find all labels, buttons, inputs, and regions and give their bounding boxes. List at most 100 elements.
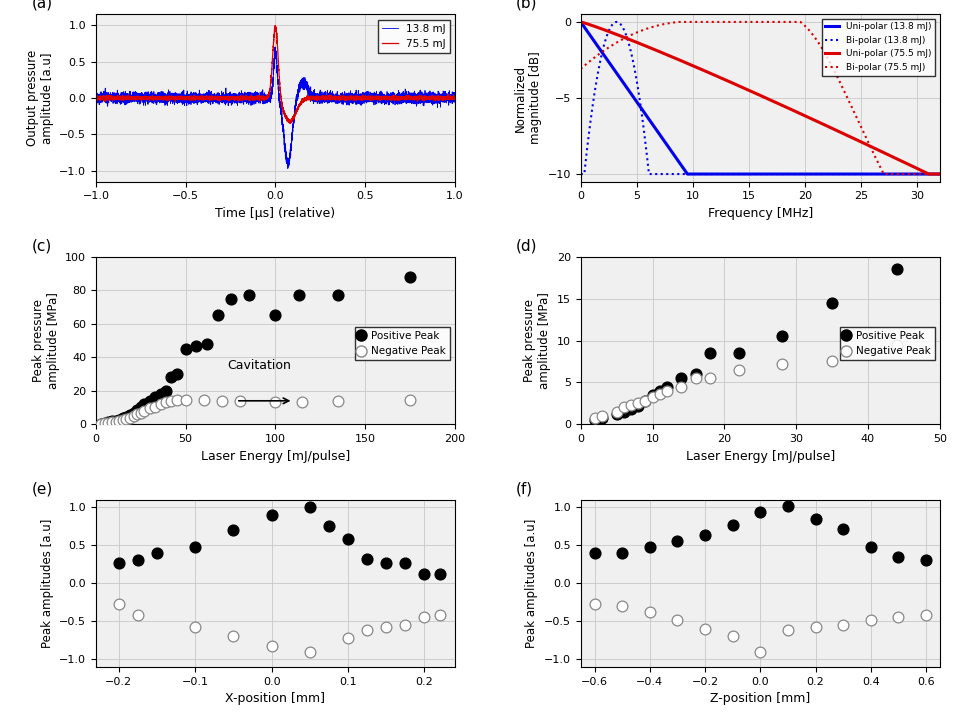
Positive Peak	[123, 409, 138, 421]
Negative Peak	[623, 399, 639, 411]
Positive Peak	[137, 399, 152, 410]
Uni-polar (75.5 mJ)	[857, 138, 869, 147]
Line: Bi-polar (75.5 mJ): Bi-polar (75.5 mJ)	[581, 22, 940, 174]
X-axis label: Z-position [mm]: Z-position [mm]	[710, 692, 810, 705]
Positive Peak	[609, 409, 624, 420]
Point	[417, 569, 433, 580]
Point	[188, 622, 203, 633]
Positive Peak	[97, 417, 112, 429]
Point	[697, 530, 713, 541]
Line: 75.5 mJ: 75.5 mJ	[96, 26, 455, 123]
Positive Peak	[731, 348, 746, 359]
Negative Peak	[137, 405, 152, 417]
Positive Peak	[403, 271, 418, 282]
Positive Peak	[889, 264, 904, 275]
Uni-polar (13.8 mJ)	[750, 170, 761, 179]
Negative Peak	[148, 401, 163, 412]
Text: Cavitation: Cavitation	[227, 359, 291, 372]
Negative Peak	[232, 395, 247, 407]
Positive Peak	[588, 414, 603, 426]
Negative Peak	[111, 415, 127, 427]
Negative Peak	[825, 356, 840, 367]
Uni-polar (13.8 mJ)	[924, 170, 935, 179]
Negative Peak	[142, 403, 157, 414]
X-axis label: Time [μs] (relative): Time [μs] (relative)	[216, 207, 336, 220]
Point	[379, 622, 394, 633]
13.8 mJ	[108, 94, 120, 103]
Positive Peak	[115, 413, 130, 424]
Positive Peak	[616, 406, 631, 417]
Negative Peak	[688, 373, 703, 384]
Point	[264, 640, 279, 651]
Negative Peak	[94, 418, 109, 429]
Point	[863, 541, 878, 552]
13.8 mJ	[221, 99, 232, 108]
13.8 mJ	[282, 164, 293, 173]
Negative Peak	[616, 402, 631, 413]
Positive Peak	[210, 310, 225, 321]
Negative Peak	[129, 409, 145, 420]
Positive Peak	[702, 348, 717, 359]
Negative Peak	[115, 414, 130, 426]
Point	[835, 619, 851, 631]
Uni-polar (13.8 mJ)	[858, 170, 870, 179]
Point	[835, 523, 851, 535]
Negative Peak	[126, 410, 141, 422]
Point	[379, 557, 394, 569]
Positive Peak	[595, 412, 610, 423]
X-axis label: Laser Energy [mJ/pulse]: Laser Energy [mJ/pulse]	[200, 450, 350, 462]
Uni-polar (13.8 mJ)	[934, 170, 946, 179]
Line: Bi-polar (13.8 mJ): Bi-polar (13.8 mJ)	[581, 22, 940, 174]
Positive Peak	[774, 331, 789, 342]
Point	[781, 625, 796, 636]
Negative Peak	[178, 394, 194, 406]
Negative Peak	[609, 406, 624, 417]
75.5 mJ	[90, 94, 102, 103]
Negative Peak	[108, 416, 124, 427]
Negative Peak	[152, 399, 168, 410]
Point	[587, 547, 602, 559]
Text: (f): (f)	[516, 481, 533, 496]
X-axis label: Laser Energy [mJ/pulse]: Laser Energy [mJ/pulse]	[686, 450, 835, 462]
13.8 mJ	[269, 42, 281, 51]
Bi-polar (75.5 mJ)	[858, 128, 870, 137]
Point	[697, 623, 713, 635]
Legend: Uni-polar (13.8 mJ), Bi-polar (13.8 mJ), Uni-polar (75.5 mJ), Bi-polar (75.5 mJ): Uni-polar (13.8 mJ), Bi-polar (13.8 mJ),…	[822, 19, 935, 75]
Point	[360, 553, 375, 564]
Text: (c): (c)	[32, 239, 52, 254]
75.5 mJ	[269, 22, 281, 30]
75.5 mJ	[318, 94, 330, 103]
Negative Peak	[644, 391, 660, 403]
Positive Peak	[119, 411, 134, 422]
Positive Peak	[222, 293, 238, 305]
Point	[302, 646, 317, 657]
Uni-polar (13.8 mJ)	[682, 170, 693, 179]
Y-axis label: Peak amplitudes [a.u]: Peak amplitudes [a.u]	[526, 518, 538, 648]
Legend: 13.8 mJ, 75.5 mJ: 13.8 mJ, 75.5 mJ	[378, 19, 450, 53]
Point	[891, 612, 906, 623]
Bi-polar (13.8 mJ)	[750, 170, 761, 179]
Uni-polar (75.5 mJ)	[740, 85, 752, 93]
Y-axis label: Output pressure
amplitude [a.u]: Output pressure amplitude [a.u]	[26, 50, 54, 146]
Line: Uni-polar (75.5 mJ): Uni-polar (75.5 mJ)	[581, 22, 940, 174]
Text: (a): (a)	[32, 0, 53, 11]
Negative Peak	[294, 396, 310, 407]
Positive Peak	[94, 418, 109, 429]
75.5 mJ	[221, 95, 232, 104]
Negative Peak	[123, 412, 138, 423]
Bi-polar (13.8 mJ)	[858, 170, 870, 179]
Negative Peak	[588, 412, 603, 423]
Bi-polar (75.5 mJ)	[924, 170, 935, 179]
Positive Peak	[268, 310, 283, 321]
Point	[398, 619, 413, 631]
Point	[340, 632, 356, 644]
Uni-polar (13.8 mJ)	[924, 170, 935, 179]
Positive Peak	[111, 414, 127, 425]
Negative Peak	[164, 395, 179, 407]
Uni-polar (75.5 mJ)	[750, 89, 761, 98]
Legend: Positive Peak, Negative Peak: Positive Peak, Negative Peak	[840, 327, 935, 361]
Positive Peak	[126, 407, 141, 418]
Negative Peak	[101, 417, 116, 429]
Point	[130, 555, 146, 566]
Line: Uni-polar (13.8 mJ): Uni-polar (13.8 mJ)	[581, 22, 940, 174]
